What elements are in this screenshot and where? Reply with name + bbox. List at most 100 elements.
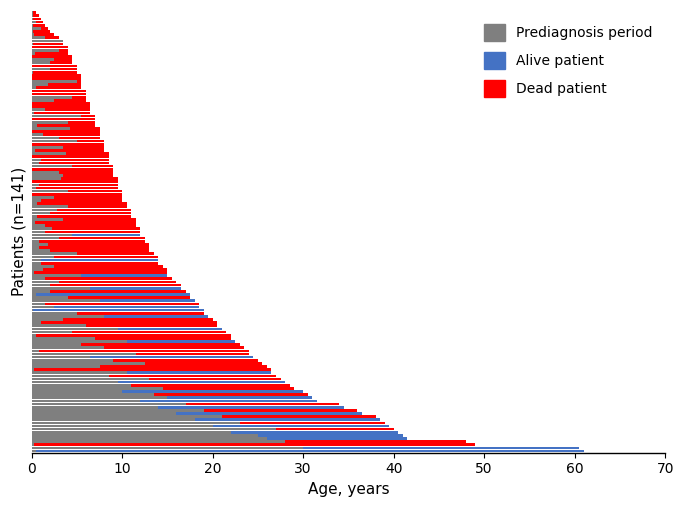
Bar bbox=[32, 209, 57, 211]
Bar bbox=[54, 306, 199, 308]
Y-axis label: Patients (n=141): Patients (n=141) bbox=[11, 167, 26, 297]
Bar bbox=[32, 77, 82, 80]
Bar bbox=[32, 193, 122, 196]
Bar bbox=[32, 259, 40, 262]
Bar bbox=[222, 415, 375, 418]
Bar bbox=[32, 396, 167, 399]
Bar bbox=[136, 353, 249, 355]
Bar bbox=[258, 434, 403, 437]
Bar bbox=[127, 371, 271, 374]
Bar bbox=[73, 331, 226, 333]
Bar bbox=[32, 252, 77, 255]
Bar bbox=[32, 58, 54, 61]
Bar bbox=[50, 284, 181, 287]
Bar bbox=[32, 46, 68, 48]
Bar bbox=[32, 152, 66, 155]
Bar bbox=[32, 343, 82, 346]
Bar bbox=[267, 437, 407, 440]
Bar bbox=[32, 158, 40, 161]
Bar bbox=[32, 340, 127, 343]
Bar bbox=[32, 143, 104, 145]
Bar bbox=[32, 118, 95, 120]
Bar bbox=[32, 403, 186, 405]
Bar bbox=[32, 196, 54, 199]
Bar bbox=[36, 293, 190, 296]
Bar bbox=[59, 137, 99, 139]
Bar bbox=[32, 37, 45, 39]
Bar bbox=[32, 112, 34, 114]
Bar bbox=[63, 318, 212, 321]
Bar bbox=[37, 124, 95, 126]
Bar bbox=[32, 49, 59, 52]
Bar bbox=[63, 174, 113, 177]
Bar bbox=[54, 256, 158, 258]
Bar bbox=[99, 365, 267, 368]
Bar bbox=[36, 21, 42, 23]
Bar bbox=[32, 18, 33, 20]
Bar bbox=[95, 337, 231, 340]
Bar bbox=[45, 108, 90, 111]
Bar bbox=[32, 52, 36, 55]
Legend: Prediagnosis period, Alive patient, Dead patient: Prediagnosis period, Alive patient, Dead… bbox=[479, 18, 658, 102]
Bar bbox=[34, 33, 54, 36]
Bar bbox=[61, 177, 118, 180]
Bar bbox=[231, 431, 398, 434]
Bar bbox=[32, 108, 45, 111]
Bar bbox=[32, 74, 82, 77]
Bar bbox=[32, 390, 122, 393]
Bar bbox=[32, 80, 77, 83]
Bar bbox=[34, 368, 271, 371]
Bar bbox=[32, 284, 50, 287]
Bar bbox=[32, 93, 86, 96]
Bar bbox=[32, 381, 118, 384]
Bar bbox=[177, 412, 362, 415]
Bar bbox=[32, 422, 240, 424]
Bar bbox=[32, 174, 63, 177]
Bar bbox=[32, 183, 39, 186]
Bar bbox=[32, 256, 54, 258]
Bar bbox=[32, 121, 68, 123]
Bar bbox=[36, 86, 82, 89]
Bar bbox=[167, 396, 312, 399]
Bar bbox=[90, 356, 253, 359]
Bar bbox=[32, 277, 45, 280]
Bar bbox=[32, 309, 34, 311]
Bar bbox=[36, 52, 68, 55]
Bar bbox=[32, 371, 127, 374]
Bar bbox=[32, 146, 63, 149]
Bar bbox=[77, 252, 154, 255]
Bar bbox=[32, 237, 59, 239]
Bar bbox=[32, 334, 36, 336]
Bar bbox=[45, 37, 59, 39]
Bar bbox=[32, 218, 63, 220]
Bar bbox=[32, 68, 50, 71]
Bar bbox=[37, 215, 132, 217]
Bar bbox=[73, 234, 140, 236]
Bar bbox=[154, 393, 308, 396]
Bar bbox=[32, 33, 34, 36]
Bar bbox=[32, 328, 118, 330]
Bar bbox=[32, 315, 104, 318]
Bar bbox=[32, 65, 77, 67]
Bar bbox=[40, 259, 158, 262]
Bar bbox=[32, 27, 40, 29]
Bar bbox=[32, 368, 34, 371]
Bar bbox=[40, 158, 109, 161]
Bar bbox=[33, 43, 63, 45]
Bar bbox=[42, 134, 99, 136]
Bar bbox=[32, 262, 40, 265]
Bar bbox=[32, 43, 33, 45]
Bar bbox=[122, 390, 303, 393]
Bar bbox=[39, 162, 109, 164]
Bar bbox=[34, 309, 203, 311]
Bar bbox=[36, 450, 584, 453]
Bar bbox=[32, 99, 54, 102]
Bar bbox=[48, 83, 82, 86]
Bar bbox=[34, 71, 77, 74]
Bar bbox=[303, 447, 580, 449]
Bar bbox=[45, 224, 136, 227]
Bar bbox=[54, 99, 86, 102]
Bar bbox=[32, 140, 77, 142]
Bar bbox=[149, 377, 281, 380]
Bar bbox=[32, 387, 163, 390]
